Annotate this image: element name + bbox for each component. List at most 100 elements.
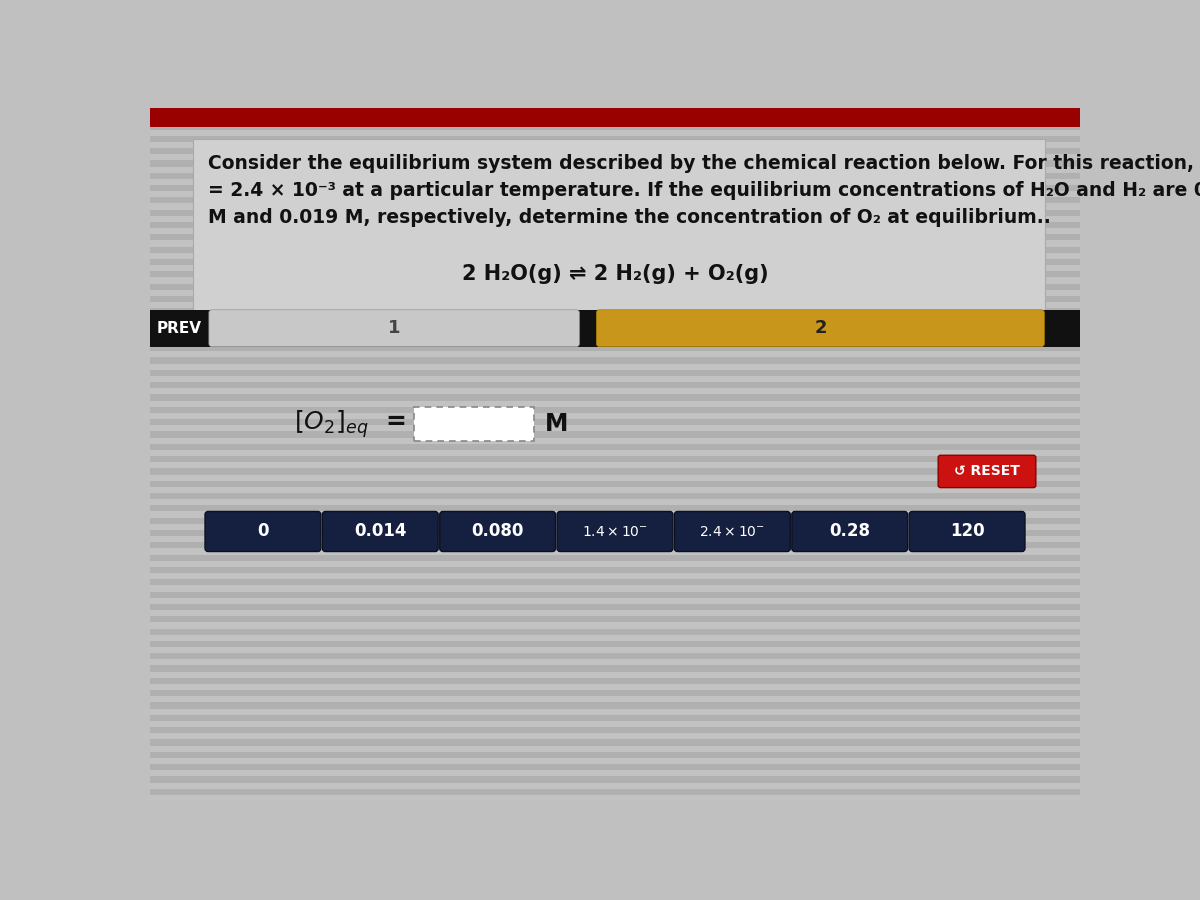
- Bar: [150, 179, 1080, 185]
- Bar: [150, 715, 1080, 721]
- Text: $1.4\times10^{-}$: $1.4\times10^{-}$: [582, 525, 648, 538]
- Bar: [150, 678, 1080, 684]
- Bar: [150, 388, 1080, 394]
- Bar: [150, 99, 1080, 105]
- Bar: [150, 561, 1080, 567]
- FancyBboxPatch shape: [938, 455, 1036, 488]
- Bar: [150, 647, 1080, 653]
- Text: 2 H₂O(g) ⇌ 2 H₂(g) + O₂(g): 2 H₂O(g) ⇌ 2 H₂(g) + O₂(g): [462, 264, 768, 284]
- Bar: [150, 628, 1080, 634]
- Bar: [150, 259, 1080, 266]
- Bar: [150, 346, 1080, 351]
- Bar: [150, 777, 1080, 782]
- Bar: [150, 770, 1080, 777]
- FancyBboxPatch shape: [205, 511, 320, 552]
- Bar: [150, 468, 1080, 474]
- Bar: [150, 740, 1080, 745]
- Bar: [150, 425, 1080, 431]
- Bar: [150, 148, 1080, 154]
- Bar: [150, 74, 1080, 80]
- Bar: [150, 216, 1080, 222]
- Text: M: M: [545, 411, 569, 436]
- Bar: [150, 302, 1080, 308]
- Bar: [150, 339, 1080, 346]
- Bar: [150, 351, 1080, 357]
- Text: $[O_2]_{eq}$  =: $[O_2]_{eq}$ =: [294, 408, 406, 439]
- Bar: [150, 400, 1080, 407]
- Bar: [150, 487, 1080, 493]
- Bar: [150, 653, 1080, 660]
- Bar: [150, 271, 1080, 277]
- Bar: [150, 185, 1080, 191]
- Text: 120: 120: [949, 523, 984, 541]
- Text: PREV: PREV: [157, 320, 202, 336]
- Bar: [150, 641, 1080, 647]
- Bar: [150, 536, 1080, 543]
- Bar: [150, 191, 1080, 197]
- Bar: [150, 524, 1080, 530]
- FancyBboxPatch shape: [439, 511, 556, 552]
- Bar: [150, 310, 1080, 346]
- Bar: [150, 437, 1080, 444]
- Bar: [150, 203, 1080, 210]
- FancyBboxPatch shape: [674, 511, 791, 552]
- Bar: [150, 222, 1080, 228]
- Bar: [150, 782, 1080, 788]
- Bar: [150, 795, 1080, 801]
- Bar: [150, 80, 1080, 86]
- Bar: [150, 413, 1080, 419]
- Text: 0: 0: [257, 523, 269, 541]
- Bar: [150, 376, 1080, 382]
- Bar: [150, 690, 1080, 697]
- Bar: [150, 253, 1080, 259]
- Bar: [150, 210, 1080, 216]
- Bar: [150, 154, 1080, 160]
- Bar: [150, 407, 1080, 413]
- Bar: [150, 616, 1080, 623]
- Bar: [150, 702, 1080, 708]
- Bar: [150, 431, 1080, 437]
- Bar: [150, 308, 1080, 314]
- Bar: [150, 234, 1080, 240]
- Bar: [150, 697, 1080, 702]
- Bar: [150, 68, 1080, 74]
- Bar: [150, 671, 1080, 678]
- Bar: [150, 634, 1080, 641]
- Bar: [150, 160, 1080, 166]
- Bar: [150, 610, 1080, 616]
- Bar: [150, 660, 1080, 665]
- Bar: [414, 407, 534, 441]
- Bar: [150, 580, 1080, 585]
- Bar: [150, 474, 1080, 481]
- Bar: [150, 166, 1080, 173]
- Bar: [150, 752, 1080, 758]
- Bar: [150, 734, 1080, 740]
- Bar: [150, 296, 1080, 302]
- Text: Consider the equilibrium system described by the chemical reaction below. For th: Consider the equilibrium system describe…: [208, 154, 1200, 173]
- Bar: [150, 277, 1080, 284]
- Bar: [150, 108, 1080, 127]
- Bar: [150, 721, 1080, 727]
- Bar: [150, 197, 1080, 203]
- Bar: [150, 62, 1080, 68]
- Bar: [150, 320, 1080, 327]
- Bar: [150, 450, 1080, 456]
- Bar: [150, 130, 1080, 136]
- Bar: [150, 142, 1080, 148]
- FancyBboxPatch shape: [792, 511, 907, 552]
- Bar: [150, 548, 1080, 554]
- Bar: [150, 357, 1080, 364]
- Bar: [150, 364, 1080, 370]
- Bar: [150, 758, 1080, 764]
- Text: 0.014: 0.014: [354, 523, 407, 541]
- Text: $2.4\times10^{-}$: $2.4\times10^{-}$: [700, 525, 766, 538]
- Bar: [150, 382, 1080, 388]
- Bar: [150, 370, 1080, 376]
- FancyBboxPatch shape: [596, 310, 1044, 346]
- Bar: [150, 554, 1080, 561]
- Text: 0.28: 0.28: [829, 523, 870, 541]
- Bar: [150, 333, 1080, 339]
- Text: 1: 1: [388, 320, 401, 338]
- Bar: [150, 573, 1080, 580]
- FancyBboxPatch shape: [910, 511, 1025, 552]
